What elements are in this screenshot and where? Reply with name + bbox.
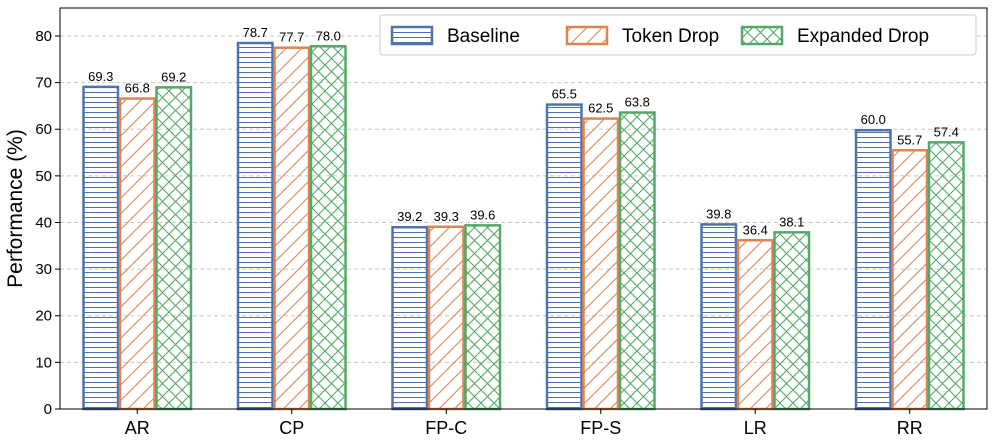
value-label-expanded-drop-fp-s: 63.8 [625, 95, 650, 110]
x-tick-label-cp: CP [279, 418, 304, 438]
legend: Baseline Token Drop Expanded Drop [379, 14, 977, 56]
value-label-token-drop-ar: 66.8 [125, 81, 150, 96]
x-tick-label-rr: RR [897, 418, 923, 438]
value-label-baseline-cp: 78.7 [243, 25, 268, 40]
value-label-token-drop-fp-c: 39.3 [434, 209, 459, 224]
bar-baseline-cp [236, 41, 274, 411]
bar-baseline-fp-s [545, 103, 583, 411]
value-label-expanded-drop-rr: 57.4 [934, 124, 959, 139]
x-tick-label-ar: AR [125, 418, 150, 438]
bar-expanded-drop-rr [927, 141, 965, 411]
value-label-baseline-fp-c: 39.2 [397, 209, 422, 224]
bar-token-drop-cp [273, 46, 311, 411]
bar-expanded-drop-ar [155, 86, 193, 411]
y-tick-label-10: 10 [35, 354, 52, 371]
value-label-baseline-ar: 69.3 [88, 69, 113, 84]
legend-box [379, 14, 977, 56]
y-tick-label-20: 20 [35, 308, 52, 325]
x-tick-label-fp-s: FP-S [580, 418, 621, 438]
value-label-baseline-lr: 39.8 [706, 206, 731, 221]
value-label-baseline-fp-s: 65.5 [552, 87, 577, 102]
y-tick-label-70: 70 [35, 75, 52, 92]
bar-baseline-fp-c [391, 225, 429, 411]
legend-swatch-expanded-drop [740, 25, 784, 46]
bar-expanded-drop-cp [309, 45, 347, 411]
value-label-baseline-rr: 60.0 [861, 112, 886, 127]
y-tick-label-60: 60 [35, 121, 52, 138]
value-label-token-drop-lr: 36.4 [743, 222, 768, 237]
bar-token-drop-fp-s [582, 117, 620, 411]
y-axis: 0 10 20 30 40 50 60 70 80 [35, 28, 60, 418]
y-tick-label-50: 50 [35, 168, 52, 185]
legend-item-expanded-drop: Expanded Drop [740, 25, 929, 47]
value-label-expanded-drop-ar: 69.2 [161, 69, 186, 84]
y-tick-label-30: 30 [35, 261, 52, 278]
bar-expanded-drop-lr [773, 231, 811, 411]
x-axis: AR CP FP-C FP-S LR RR [125, 409, 923, 438]
value-label-token-drop-fp-s: 62.5 [588, 101, 613, 116]
legend-label-baseline: Baseline [447, 26, 520, 47]
legend-label-expanded-drop: Expanded Drop [797, 26, 929, 47]
grid-lines [60, 35, 987, 363]
y-axis-label: Performance (%) [4, 129, 27, 288]
bar-baseline-lr [700, 223, 738, 411]
y-tick-label-0: 0 [44, 401, 52, 418]
bar-token-drop-lr [736, 239, 774, 411]
plot-frame [59, 7, 988, 410]
value-label-token-drop-cp: 77.7 [279, 30, 304, 45]
legend-label-token-drop: Token Drop [622, 26, 719, 47]
y-tick-label-40: 40 [35, 214, 52, 231]
legend-item-baseline: Baseline [390, 25, 520, 47]
bars-group [82, 41, 965, 411]
legend-item-token-drop: Token Drop [565, 25, 719, 47]
value-labels-group: 69.3 66.8 69.2 78.7 77.7 78.0 39.2 39.3 39.6 65.5… [88, 25, 959, 237]
bar-expanded-drop-fp-c [464, 224, 502, 411]
legend-swatch-baseline [390, 25, 434, 46]
bar-token-drop-fp-c [427, 225, 465, 411]
value-label-expanded-drop-fp-c: 39.6 [470, 207, 495, 222]
value-label-expanded-drop-cp: 78.0 [316, 28, 341, 43]
bar-baseline-ar [82, 85, 120, 411]
bar-token-drop-ar [118, 97, 156, 411]
legend-swatch-token-drop [565, 25, 609, 46]
bar-expanded-drop-fp-s [618, 111, 656, 411]
y-tick-label-80: 80 [35, 28, 52, 45]
bar-baseline-rr [854, 128, 892, 411]
value-label-expanded-drop-lr: 38.1 [779, 214, 804, 229]
value-label-token-drop-rr: 55.7 [897, 132, 922, 147]
x-tick-label-fp-c: FP-C [425, 418, 467, 438]
x-tick-label-lr: LR [744, 418, 767, 438]
bar-token-drop-rr [891, 149, 929, 411]
